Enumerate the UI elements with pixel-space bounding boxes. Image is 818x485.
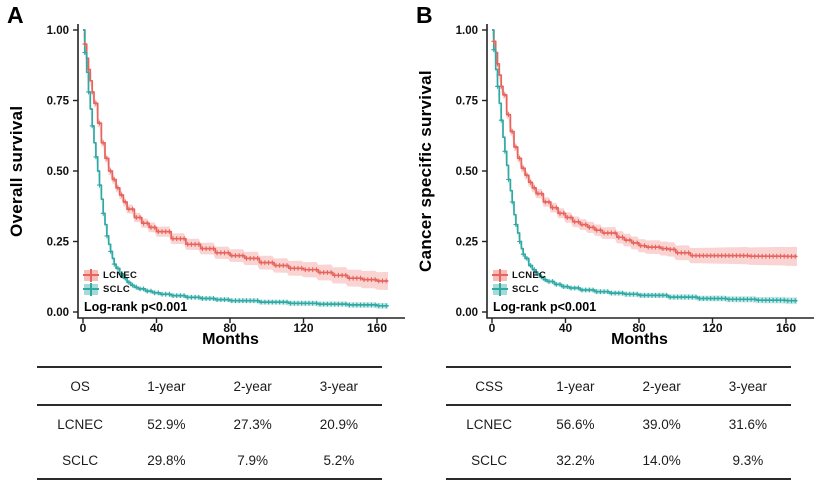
y-axis-title-b: Cancer specific survival	[416, 70, 435, 273]
sclc-plus-swatch-icon	[492, 282, 508, 296]
svg-text:0.50: 0.50	[456, 166, 478, 178]
table-cell: 29.8%	[147, 452, 186, 468]
legend-a: LCNEC SCLC	[83, 268, 138, 296]
x-axis-title-a: Months	[202, 331, 259, 348]
table-cell: SCLC	[62, 452, 99, 468]
legend-label-lcnec: LCNEC	[103, 269, 138, 281]
svg-text:0.00: 0.00	[47, 307, 69, 319]
table-cell: 20.9%	[319, 416, 359, 432]
table-cell: 56.6%	[556, 416, 595, 432]
legend-label-sclc: SCLC	[512, 283, 540, 295]
svg-text:40: 40	[559, 321, 573, 335]
svg-text:0: 0	[489, 321, 496, 335]
table-header-cell: CSS	[475, 378, 503, 394]
svg-text:0.25: 0.25	[456, 237, 479, 249]
table-cell: 32.2%	[556, 452, 595, 468]
svg-text:1.00: 1.00	[47, 25, 69, 37]
svg-text:0.75: 0.75	[456, 96, 479, 108]
css-summary-table: CSS 1-year 2-year 3-year LCNEC 56.6% 39.…	[446, 366, 791, 480]
svg-text:80: 80	[632, 321, 646, 335]
table-row-sclc: SCLC 32.2% 14.0% 9.3%	[446, 442, 791, 478]
y-axis-title-a: Overall survival	[7, 105, 26, 238]
table-header-cell: 3-year	[319, 378, 358, 394]
svg-text:160: 160	[367, 321, 387, 335]
table-cell: LCNEC	[466, 416, 512, 432]
table-header-cell: 2-year	[233, 378, 272, 394]
panel-b-letter: B	[416, 2, 433, 28]
table-cell: 52.9%	[147, 416, 186, 432]
lcnec-plus-swatch-icon	[83, 268, 99, 282]
svg-text:0.25: 0.25	[47, 237, 70, 249]
table-row-lcnec: LCNEC 52.9% 27.3% 20.9%	[37, 406, 382, 442]
table-cell: LCNEC	[57, 416, 103, 432]
svg-text:120: 120	[293, 321, 313, 335]
lcnec-plus-swatch-icon	[492, 268, 508, 282]
svg-text:0.00: 0.00	[456, 307, 478, 319]
svg-text:40: 40	[150, 321, 164, 335]
table-header-cell: OS	[70, 378, 90, 394]
svg-text:0: 0	[80, 321, 87, 335]
table-cell: 5.2%	[323, 452, 355, 468]
legend-b: LCNEC SCLC	[492, 268, 547, 296]
svg-text:0.50: 0.50	[47, 166, 69, 178]
logrank-annotation-a: Log-rank p<0.001	[84, 300, 188, 314]
svg-text:0.75: 0.75	[47, 96, 70, 108]
svg-text:80: 80	[223, 321, 237, 335]
legend-label-sclc: SCLC	[103, 283, 131, 295]
legend-item-lcnec: LCNEC	[492, 268, 547, 282]
os-summary-table: OS 1-year 2-year 3-year LCNEC 52.9% 27.3…	[37, 366, 382, 480]
panel-a-letter: A	[7, 2, 24, 28]
legend-item-sclc: SCLC	[83, 282, 137, 296]
logrank-annotation-b: Log-rank p<0.001	[493, 300, 597, 314]
svg-text:160: 160	[776, 321, 796, 335]
table-header-cell: 3-year	[728, 378, 767, 394]
table-header-cell: 1-year	[556, 378, 595, 394]
panel-b: B 0.00 0.25 0.50 0.75 1.00 0 40 80 120 160 Cancer…	[409, 0, 818, 485]
km-chart-cancer-specific-survival: 0.00 0.25 0.50 0.75 1.00 0 40 80 120 160	[456, 24, 814, 335]
panel-a: A 0.00 0.25 0.50 0.75 1.00 0 40 80 120 160 Overal…	[7, 2, 405, 480]
table-cell: 31.6%	[728, 416, 768, 432]
table-cell: 27.3%	[233, 416, 272, 432]
table-cell: 39.0%	[642, 416, 681, 432]
svg-text:1.00: 1.00	[456, 25, 478, 37]
table-header-cell: 1-year	[147, 378, 186, 394]
legend-label-lcnec: LCNEC	[512, 269, 547, 281]
legend-item-lcnec: LCNEC	[83, 268, 138, 282]
table-cell: SCLC	[471, 452, 508, 468]
table-row-sclc: SCLC 29.8% 7.9% 5.2%	[37, 442, 382, 478]
table-cell: 9.3%	[732, 452, 764, 468]
sclc-plus-swatch-icon	[83, 282, 99, 296]
km-chart-overall-survival: 0.00 0.25 0.50 0.75 1.00 0 40 80 120 160	[47, 24, 405, 335]
table-row-lcnec: LCNEC 56.6% 39.0% 31.6%	[446, 406, 791, 442]
legend-item-sclc: SCLC	[492, 282, 546, 296]
table-cell: 14.0%	[642, 452, 681, 468]
table-header-cell: 2-year	[642, 378, 681, 394]
svg-text:120: 120	[702, 321, 722, 335]
table-cell: 7.9%	[237, 452, 269, 468]
table-header-row: CSS 1-year 2-year 3-year	[446, 368, 791, 406]
x-axis-title-b: Months	[611, 331, 668, 348]
table-header-row: OS 1-year 2-year 3-year	[37, 368, 382, 406]
